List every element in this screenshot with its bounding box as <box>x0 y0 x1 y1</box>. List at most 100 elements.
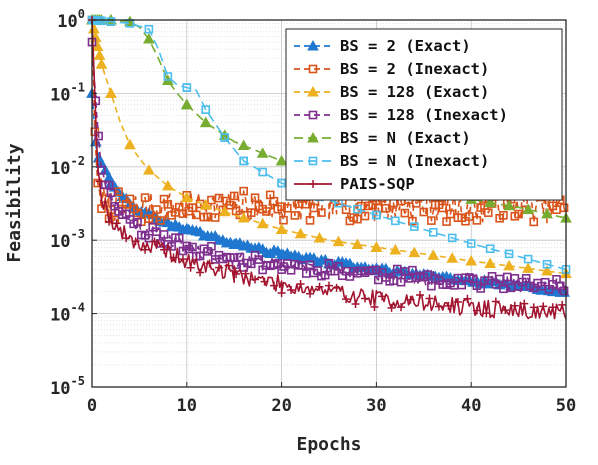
data-point <box>215 263 224 272</box>
data-point <box>465 255 478 266</box>
y-tick-label: 10-1 <box>50 80 85 105</box>
data-point <box>332 235 345 247</box>
data-point <box>539 302 548 311</box>
data-point <box>205 259 214 268</box>
data-point <box>105 87 117 98</box>
data-point <box>246 208 256 217</box>
data-point <box>239 186 248 196</box>
y-tick-base: 10 <box>50 85 70 105</box>
data-point <box>226 200 235 210</box>
legend-swatch-marker <box>307 131 319 143</box>
data-point <box>133 217 142 227</box>
data-point <box>387 303 396 312</box>
legend-entry: BS = N (Inexact) <box>294 152 489 170</box>
y-tick-exponent: -5 <box>71 374 85 388</box>
plot-frame <box>91 19 567 388</box>
series-5 <box>87 15 571 274</box>
data-point <box>558 300 567 309</box>
legend-entry: BS = 2 (Exact) <box>294 37 471 55</box>
data-point <box>317 208 326 217</box>
data-point <box>232 269 241 278</box>
data-point <box>522 203 534 215</box>
legend-entry: BS = 128 (Inexact) <box>294 106 508 124</box>
legend-label: BS = 128 (Inexact) <box>340 106 508 124</box>
data-point <box>510 301 519 310</box>
data-point <box>180 98 193 110</box>
legend-swatch-marker <box>307 85 319 97</box>
data-point <box>342 295 351 304</box>
data-point <box>277 289 286 298</box>
data-point <box>408 216 417 226</box>
data-point <box>548 303 557 312</box>
y-tick-exponent: 0 <box>78 7 85 21</box>
data-point <box>370 302 379 311</box>
data-point <box>381 203 391 213</box>
legend-entry: BS = N (Exact) <box>294 129 471 147</box>
data-point <box>541 265 553 276</box>
data-point <box>199 199 212 210</box>
data-point <box>504 249 514 259</box>
data-point <box>196 268 205 277</box>
data-point <box>150 237 159 246</box>
data-point <box>143 164 155 175</box>
data-point <box>106 188 116 198</box>
data-point <box>229 191 239 201</box>
data-point <box>106 17 116 26</box>
data-point <box>254 255 264 264</box>
x-tick-label: 0 <box>87 396 97 416</box>
legend-swatch-marker <box>308 64 318 74</box>
data-point <box>125 194 135 204</box>
data-point <box>520 299 529 308</box>
data-point <box>144 233 154 243</box>
data-point <box>201 105 211 114</box>
data-point <box>438 203 448 213</box>
data-point <box>239 156 248 166</box>
x-tick-label: 30 <box>366 396 386 416</box>
data-point <box>294 227 307 239</box>
data-point <box>174 233 184 243</box>
y-tick-base: 10 <box>50 159 70 179</box>
data-point <box>522 262 534 273</box>
legend-swatch-marker <box>307 39 319 51</box>
data-point <box>353 204 362 214</box>
x-tick-label: 20 <box>271 396 291 416</box>
data-point <box>287 285 296 294</box>
data-point <box>256 147 269 158</box>
data-point <box>400 208 410 218</box>
data-point <box>466 239 476 248</box>
data-point <box>143 33 155 44</box>
legend-entry: BS = 2 (Inexact) <box>294 60 489 78</box>
data-point <box>124 138 136 150</box>
data-point <box>258 167 267 177</box>
y-tick-label: 10-3 <box>50 227 85 252</box>
data-point <box>482 309 491 318</box>
data-point <box>542 259 552 269</box>
data-point <box>251 275 260 284</box>
data-point <box>160 245 169 254</box>
data-point <box>324 258 334 268</box>
data-point <box>559 286 569 296</box>
data-point <box>277 178 286 188</box>
data-point <box>290 211 300 220</box>
data-point <box>275 223 288 234</box>
data-point <box>188 242 197 252</box>
data-point <box>434 302 443 311</box>
data-point <box>241 269 250 278</box>
legend-label: BS = 128 (Exact) <box>340 83 489 101</box>
data-point <box>97 204 106 214</box>
data-point <box>235 252 245 262</box>
y-tick-base: 10 <box>50 306 70 326</box>
data-point <box>315 282 324 291</box>
data-point <box>159 230 169 239</box>
y-tick-base: 10 <box>50 379 70 399</box>
data-point <box>210 213 220 222</box>
data-point <box>186 263 195 272</box>
data-point <box>112 219 121 228</box>
data-point <box>360 211 370 221</box>
data-point <box>163 200 173 209</box>
legend-swatch-marker <box>309 180 317 188</box>
data-point <box>529 217 539 227</box>
y-tick-label: 100 <box>57 7 85 32</box>
data-point <box>503 199 515 211</box>
